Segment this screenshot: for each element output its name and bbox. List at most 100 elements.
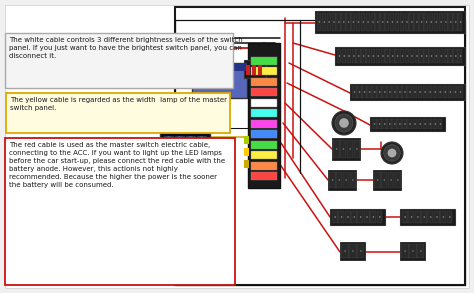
Circle shape <box>339 118 349 128</box>
Bar <box>401 244 409 258</box>
Circle shape <box>401 55 403 57</box>
Bar <box>356 13 360 31</box>
Circle shape <box>356 148 358 150</box>
Bar <box>402 86 407 98</box>
Bar <box>408 119 412 129</box>
Bar <box>5 138 235 285</box>
Circle shape <box>399 91 401 93</box>
Bar <box>438 119 443 129</box>
Bar <box>175 7 465 285</box>
Bar <box>343 172 349 188</box>
Bar <box>400 242 425 260</box>
Bar <box>381 172 388 188</box>
Bar <box>356 49 361 63</box>
Circle shape <box>429 123 431 125</box>
Text: BAT: BAT <box>214 80 226 85</box>
Bar <box>373 170 401 190</box>
Bar <box>227 57 233 63</box>
Circle shape <box>373 55 374 57</box>
Circle shape <box>435 91 436 93</box>
Circle shape <box>334 216 336 218</box>
Bar <box>385 49 390 63</box>
Circle shape <box>440 123 441 125</box>
Bar <box>251 98 277 106</box>
Circle shape <box>436 55 437 57</box>
Bar <box>251 151 277 159</box>
Circle shape <box>377 55 379 57</box>
Bar <box>418 119 422 129</box>
Bar <box>423 119 427 129</box>
Circle shape <box>199 122 204 127</box>
Bar <box>388 172 394 188</box>
Circle shape <box>397 55 398 57</box>
Circle shape <box>399 123 401 125</box>
Bar <box>448 13 453 31</box>
Bar <box>251 109 277 117</box>
Circle shape <box>382 21 383 23</box>
Circle shape <box>363 21 364 23</box>
Circle shape <box>319 21 320 23</box>
Bar <box>347 140 353 158</box>
Bar <box>385 13 390 31</box>
Circle shape <box>416 55 418 57</box>
Bar <box>458 13 463 31</box>
Circle shape <box>404 123 406 125</box>
Circle shape <box>343 148 344 150</box>
Bar <box>5 33 233 88</box>
Bar <box>186 136 195 147</box>
Bar <box>395 172 401 188</box>
Circle shape <box>409 123 411 125</box>
Bar <box>418 86 422 98</box>
Circle shape <box>335 114 353 132</box>
Bar <box>387 119 392 129</box>
Circle shape <box>368 55 369 57</box>
Circle shape <box>436 216 438 218</box>
Circle shape <box>436 21 437 23</box>
Bar <box>370 117 445 131</box>
Circle shape <box>455 91 456 93</box>
Circle shape <box>429 91 431 93</box>
Circle shape <box>416 21 418 23</box>
Circle shape <box>363 55 365 57</box>
Bar <box>251 130 277 138</box>
Circle shape <box>396 21 398 23</box>
Bar <box>453 86 457 98</box>
Bar <box>336 172 343 188</box>
Bar <box>392 119 397 129</box>
Bar <box>444 49 448 63</box>
Circle shape <box>460 91 461 93</box>
Bar <box>372 119 376 129</box>
Circle shape <box>424 91 426 93</box>
Circle shape <box>348 21 349 23</box>
Bar <box>417 244 425 258</box>
Bar <box>364 211 370 223</box>
Circle shape <box>412 250 414 252</box>
Circle shape <box>344 55 345 57</box>
Bar <box>244 136 249 144</box>
Bar <box>410 49 414 63</box>
Bar <box>246 65 250 75</box>
Bar <box>415 211 420 223</box>
Bar <box>387 86 392 98</box>
Bar <box>405 49 409 63</box>
Circle shape <box>379 216 381 218</box>
Circle shape <box>177 137 182 142</box>
Bar <box>376 49 380 63</box>
Bar <box>429 49 433 63</box>
Bar <box>382 86 387 98</box>
Circle shape <box>449 91 451 93</box>
Bar <box>372 86 377 98</box>
Bar <box>400 13 404 31</box>
Bar <box>351 13 356 31</box>
Circle shape <box>460 21 461 23</box>
Bar <box>160 115 210 153</box>
Bar <box>341 244 349 258</box>
Circle shape <box>411 55 413 57</box>
Circle shape <box>353 55 355 57</box>
Bar <box>371 13 375 31</box>
Bar <box>334 140 340 158</box>
Circle shape <box>357 21 359 23</box>
Bar <box>434 13 438 31</box>
Bar <box>402 119 407 129</box>
Circle shape <box>343 21 345 23</box>
